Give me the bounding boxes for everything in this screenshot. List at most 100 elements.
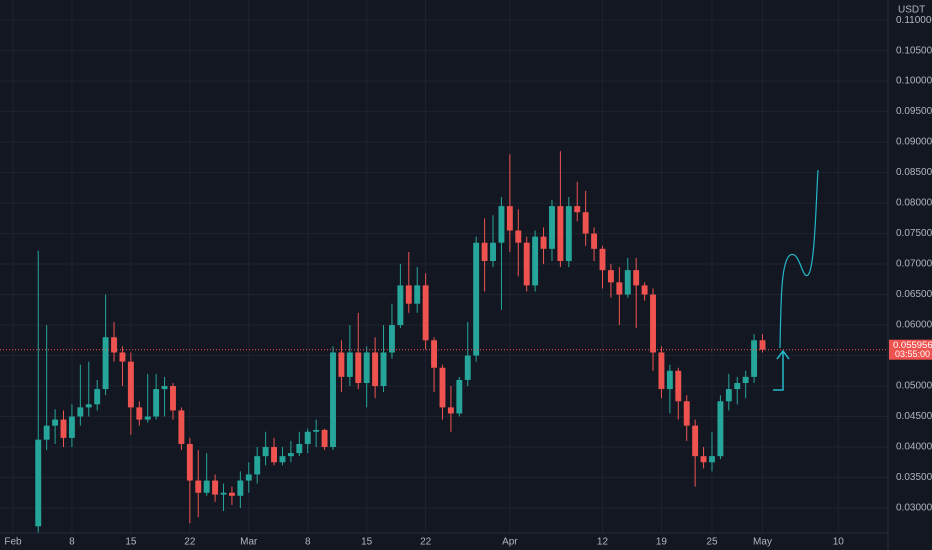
candle-body xyxy=(212,480,219,495)
candle-body xyxy=(447,407,454,414)
candle-body xyxy=(161,386,168,390)
candle-body xyxy=(380,352,387,387)
x-tick-label: Apr xyxy=(502,537,518,548)
candle-body xyxy=(709,456,715,463)
candle-body xyxy=(296,443,303,454)
candle-body xyxy=(515,230,522,243)
candle-body xyxy=(279,456,286,463)
candle-body xyxy=(405,285,412,304)
candle-body xyxy=(111,337,117,353)
candle-body xyxy=(431,340,438,368)
candle-body xyxy=(220,492,227,495)
candle-body xyxy=(456,379,463,414)
candle-body xyxy=(666,370,673,390)
x-tick-label: 25 xyxy=(706,537,718,548)
candle-body xyxy=(607,270,614,283)
candle-body xyxy=(170,386,176,411)
candle-body xyxy=(582,212,589,234)
x-tick-label: 8 xyxy=(305,537,311,548)
candle-body xyxy=(742,376,749,383)
candle-body xyxy=(490,242,496,262)
candle-body xyxy=(43,425,50,440)
x-tick-label: Mar xyxy=(240,537,258,548)
candle-body xyxy=(119,352,126,362)
axis-unit: USDT xyxy=(898,5,925,16)
candle-body xyxy=(658,352,665,390)
candle-body xyxy=(540,236,547,249)
candle-body xyxy=(254,456,261,475)
candle-body xyxy=(675,370,682,402)
y-tick-label: 0.110000 xyxy=(896,15,932,26)
candle-body xyxy=(700,456,707,463)
candle-body xyxy=(565,206,572,262)
candle-body xyxy=(52,419,59,426)
candle-body xyxy=(389,325,395,353)
candle-body xyxy=(574,206,581,213)
candle-body xyxy=(481,242,488,262)
candle-body xyxy=(136,407,143,420)
x-tick-label: 8 xyxy=(69,537,75,548)
candle-body xyxy=(237,480,244,496)
candle-body xyxy=(683,401,690,426)
candle-body xyxy=(616,282,623,295)
candle-body xyxy=(498,206,505,243)
candles xyxy=(35,151,766,533)
candle-body xyxy=(414,285,421,304)
candle-body xyxy=(85,404,92,408)
x-tick-label: May xyxy=(753,537,772,548)
candle-body xyxy=(633,270,640,286)
arrow-drawing xyxy=(773,349,790,391)
candle-body xyxy=(271,447,277,463)
candle-body xyxy=(153,389,160,417)
candle-body xyxy=(355,352,362,383)
candle-body xyxy=(178,410,185,444)
candle-body xyxy=(35,439,42,527)
candle-body xyxy=(127,361,134,408)
x-tick-label: 12 xyxy=(597,537,609,548)
x-tick-label: 15 xyxy=(125,537,137,548)
candle-body xyxy=(717,401,724,457)
candle-body xyxy=(262,447,269,457)
candle-body xyxy=(330,352,336,448)
candle-body xyxy=(591,233,598,249)
candle-body xyxy=(650,294,656,353)
candle-body xyxy=(692,425,699,457)
candle-body xyxy=(304,431,311,444)
candle-body xyxy=(228,492,235,496)
last-price-box xyxy=(889,339,932,360)
candle-body xyxy=(439,367,446,408)
candle-body xyxy=(599,248,606,271)
candle-body xyxy=(144,416,151,420)
candle-body xyxy=(68,416,75,438)
candle-body xyxy=(725,389,732,402)
candle-body xyxy=(338,352,345,377)
candle-body xyxy=(102,337,109,390)
x-tick-label: Feb xyxy=(4,537,22,548)
candle-body xyxy=(397,285,404,326)
x-tick-label: 22 xyxy=(420,537,432,548)
candle-body xyxy=(363,352,370,383)
candle-body xyxy=(321,429,328,448)
x-tick-label: 19 xyxy=(656,537,668,548)
candle-body xyxy=(203,480,210,493)
candle-body xyxy=(77,407,84,417)
x-tick-label: 15 xyxy=(361,537,373,548)
projection-drawing xyxy=(779,169,819,349)
candle-body xyxy=(549,206,555,249)
candle-body xyxy=(372,352,379,387)
